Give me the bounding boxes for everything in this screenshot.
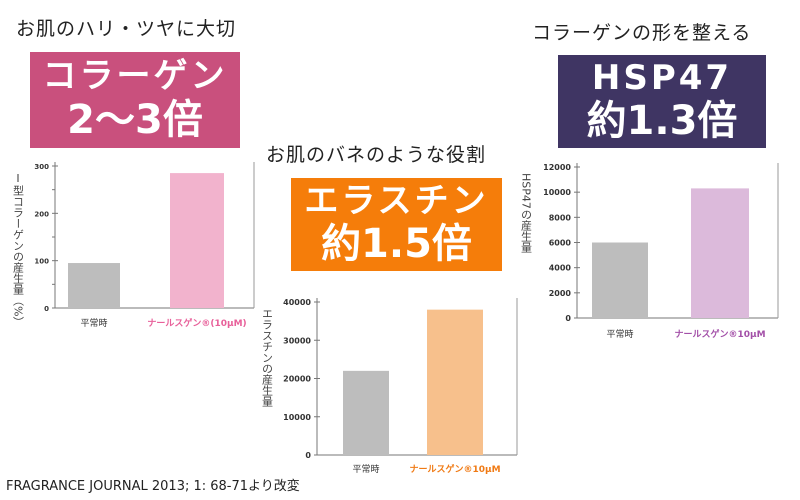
- y-axis-label: HSP47の産生量: [520, 173, 533, 253]
- elastin-title: エラスチン: [304, 180, 489, 221]
- elastin-highlight-box: エラスチン 約1.5倍: [291, 178, 502, 271]
- elastin-multiplier: 約1.5倍: [321, 221, 472, 268]
- y-tick-label: 30000: [283, 336, 311, 345]
- y-axis-label: エラスチンの産生量: [261, 308, 274, 407]
- bar: [170, 173, 224, 308]
- hsp-caption: コラーゲンの形を整える: [532, 22, 752, 44]
- y-tick-label: 20000: [283, 375, 311, 384]
- elastin-chart: 0 10000 20000 30000 40000 平常時 ナールスゲン®10μM エラスチン…: [261, 298, 518, 475]
- collagen-multiplier: 2〜3倍: [67, 96, 203, 143]
- bar: [427, 309, 483, 455]
- y-tick-label: 12000: [543, 163, 571, 172]
- y-tick-label: 8000: [549, 213, 572, 222]
- y-tick-label: 0: [305, 451, 311, 460]
- category-label: 平常時: [352, 463, 379, 475]
- bar: [592, 242, 648, 318]
- category-label: ナールスゲン®(10μM): [147, 317, 246, 329]
- category-label: ナールスゲン®10μM: [674, 328, 765, 340]
- y-tick-label: 4000: [549, 264, 572, 273]
- y-tick-label: 6000: [549, 239, 572, 248]
- y-tick-label: 300: [34, 163, 49, 171]
- y-tick-label: 10000: [283, 413, 311, 422]
- y-tick-label: 0: [565, 314, 571, 323]
- hsp-title: HSP47: [591, 57, 733, 98]
- y-tick-label: 200: [34, 210, 49, 218]
- collagen-highlight-box: コラーゲン 2〜3倍: [30, 52, 240, 148]
- hsp-highlight-box: HSP47 約1.3倍: [558, 55, 766, 148]
- y-axis-label: Ⅰ型コラーゲンの産生量（%）: [12, 172, 25, 327]
- elastin-caption: お肌のバネのような役割: [266, 144, 487, 166]
- category-label: 平常時: [80, 317, 107, 329]
- bar: [343, 370, 389, 455]
- hsp-multiplier: 約1.3倍: [586, 98, 738, 145]
- y-tick-label: 2000: [549, 289, 572, 298]
- collagen-chart: 0 100 200 300 平常時 ナールスゲン®(10μM) Ⅰ型コラーゲンの産生量（%）: [12, 162, 255, 329]
- y-tick-label: 40000: [283, 298, 311, 307]
- collagen-title: コラーゲン: [42, 56, 228, 97]
- category-label: 平常時: [606, 328, 633, 340]
- y-tick-label: 0: [44, 305, 49, 313]
- category-label: ナールスゲン®10μM: [409, 463, 500, 475]
- y-tick-label: 100: [34, 258, 49, 266]
- bar: [691, 188, 749, 318]
- source-citation: FRAGRANCE JOURNAL 2013; 1: 68-71より改変: [6, 479, 300, 494]
- collagen-caption: お肌のハリ・ツヤに大切: [16, 18, 237, 40]
- hsp-chart: 0 2000 4000 6000 8000 10000 12000 平常時 ナールスゲン®10μ…: [520, 163, 779, 340]
- y-tick-label: 10000: [543, 188, 571, 197]
- bar: [68, 263, 120, 308]
